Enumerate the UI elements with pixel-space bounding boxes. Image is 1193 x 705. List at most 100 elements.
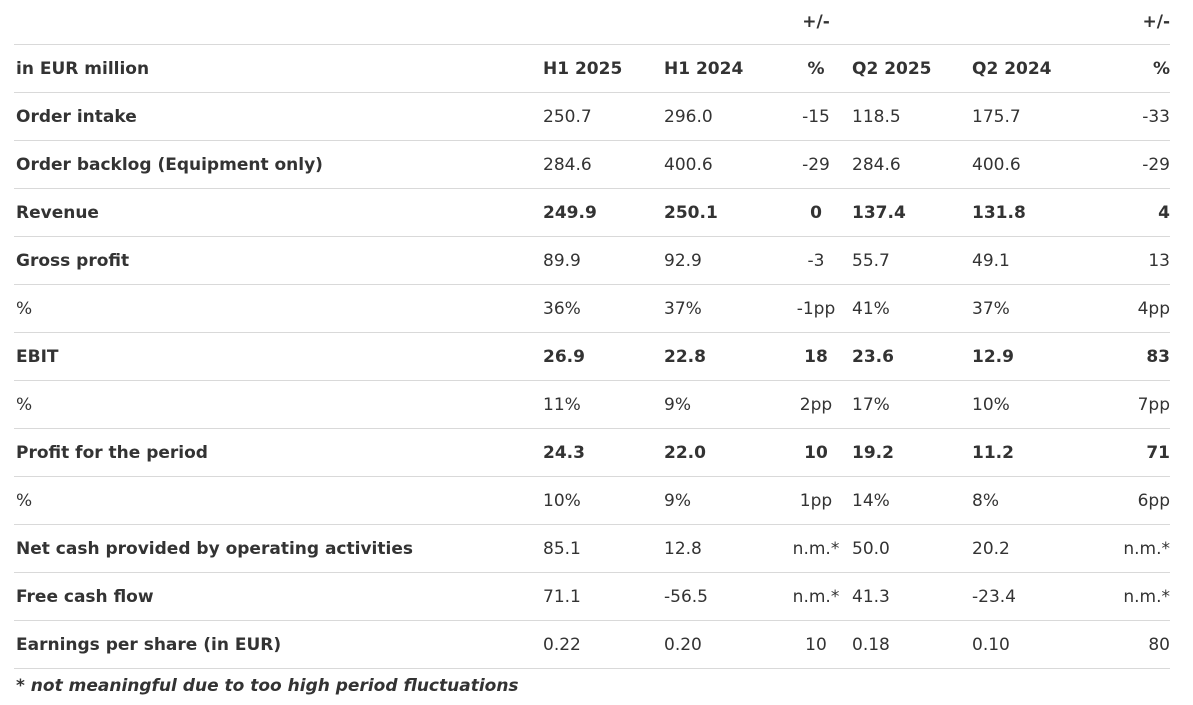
- table-row: Profit for the period 24.3 22.0 10 19.2 11.2 7…: [14, 428, 1170, 477]
- table-row: % 11% 9% 2pp 17% 10% 7pp: [14, 380, 1170, 429]
- row-value: 19.2: [850, 428, 970, 477]
- row-value: 400.6: [970, 140, 1090, 189]
- row-value: 9%: [662, 380, 782, 429]
- row-value: 10%: [970, 380, 1090, 429]
- row-value: 1pp: [782, 476, 850, 525]
- row-value: 83: [1090, 332, 1170, 381]
- header-h1-change-pct: %: [782, 44, 850, 93]
- row-label: Earnings per share (in EUR): [14, 620, 541, 669]
- row-value: 55.7: [850, 236, 970, 285]
- row-value: 71: [1090, 428, 1170, 477]
- header-q2-2024: Q2 2024: [970, 44, 1090, 93]
- row-value: 12.9: [970, 332, 1090, 381]
- top-change-q2: +/-: [1090, 0, 1170, 45]
- row-value: 18: [782, 332, 850, 381]
- top-cell-1: [541, 0, 662, 45]
- row-label: %: [14, 380, 541, 429]
- row-label: Profit for the period: [14, 428, 541, 477]
- row-value: -56.5: [662, 572, 782, 621]
- row-value: 6pp: [1090, 476, 1170, 525]
- row-value: 50.0: [850, 524, 970, 573]
- row-value: n.m.*: [782, 572, 850, 621]
- row-value: n.m.*: [1090, 572, 1170, 621]
- row-value: 24.3: [541, 428, 662, 477]
- row-value: 22.8: [662, 332, 782, 381]
- row-value: -29: [1090, 140, 1170, 189]
- row-label: EBIT: [14, 332, 541, 381]
- table-row: Gross profit 89.9 92.9 -3 55.7 49.1 13: [14, 236, 1170, 285]
- header-unit: in EUR million: [14, 44, 541, 93]
- row-value: 250.7: [541, 92, 662, 141]
- row-value: 175.7: [970, 92, 1090, 141]
- row-label: %: [14, 476, 541, 525]
- row-value: 13: [1090, 236, 1170, 285]
- row-value: 7pp: [1090, 380, 1170, 429]
- row-value: 284.6: [541, 140, 662, 189]
- table-row: % 36% 37% -1pp 41% 37% 4pp: [14, 284, 1170, 333]
- row-value: 137.4: [850, 188, 970, 237]
- row-value: 0.20: [662, 620, 782, 669]
- row-value: 37%: [662, 284, 782, 333]
- table-row: % 10% 9% 1pp 14% 8% 6pp: [14, 476, 1170, 525]
- row-value: 41.3: [850, 572, 970, 621]
- row-value: 118.5: [850, 92, 970, 141]
- row-value: 2pp: [782, 380, 850, 429]
- header-h1-2024: H1 2024: [662, 44, 782, 93]
- table-row: Order intake 250.7 296.0 -15 118.5 175.7 -33: [14, 92, 1170, 141]
- row-value: 9%: [662, 476, 782, 525]
- row-label: Revenue: [14, 188, 541, 237]
- row-value: 131.8: [970, 188, 1090, 237]
- top-cell-5: [970, 0, 1090, 45]
- row-value: 71.1: [541, 572, 662, 621]
- row-value: 249.9: [541, 188, 662, 237]
- financial-table: +/- +/- in EUR million H1 2025 H1 2024 %…: [14, 0, 1170, 669]
- table-body: +/- +/- in EUR million H1 2025 H1 2024 %…: [14, 0, 1170, 669]
- row-value: 23.6: [850, 332, 970, 381]
- row-value: 4: [1090, 188, 1170, 237]
- table-row: Revenue 249.9 250.1 0 137.4 131.8 4: [14, 188, 1170, 237]
- row-value: 20.2: [970, 524, 1090, 573]
- top-cell-0: [14, 0, 541, 45]
- row-value: 89.9: [541, 236, 662, 285]
- row-label: Gross profit: [14, 236, 541, 285]
- row-value: -15: [782, 92, 850, 141]
- row-value: -23.4: [970, 572, 1090, 621]
- header-q2-2025: Q2 2025: [850, 44, 970, 93]
- row-value: 37%: [970, 284, 1090, 333]
- row-value: 26.9: [541, 332, 662, 381]
- top-change-h1: +/-: [782, 0, 850, 45]
- row-value: 92.9: [662, 236, 782, 285]
- table-row: Earnings per share (in EUR) 0.22 0.20 10 0.1…: [14, 620, 1170, 669]
- row-value: 0: [782, 188, 850, 237]
- row-value: -3: [782, 236, 850, 285]
- row-value: 22.0: [662, 428, 782, 477]
- row-label: Order intake: [14, 92, 541, 141]
- row-value: 41%: [850, 284, 970, 333]
- row-label: Order backlog (Equipment only): [14, 140, 541, 189]
- row-value: 0.18: [850, 620, 970, 669]
- row-value: -1pp: [782, 284, 850, 333]
- row-value: 250.1: [662, 188, 782, 237]
- table-row: Order backlog (Equipment only) 284.6 400.6…: [14, 140, 1170, 189]
- row-value: 11%: [541, 380, 662, 429]
- row-value: -29: [782, 140, 850, 189]
- header-q2-change-pct: %: [1090, 44, 1170, 93]
- row-value: 12.8: [662, 524, 782, 573]
- row-label: %: [14, 284, 541, 333]
- table-header-row: in EUR million H1 2025 H1 2024 % Q2 2025…: [14, 44, 1170, 93]
- row-label: Free cash flow: [14, 572, 541, 621]
- row-value: n.m.*: [1090, 524, 1170, 573]
- row-value: 0.22: [541, 620, 662, 669]
- row-value: 4pp: [1090, 284, 1170, 333]
- row-value: 10: [782, 620, 850, 669]
- row-value: 14%: [850, 476, 970, 525]
- table-row: EBIT 26.9 22.8 18 23.6 12.9 83: [14, 332, 1170, 381]
- row-value: 296.0: [662, 92, 782, 141]
- table-row: Free cash flow 71.1 -56.5 n.m.* 41.3 -23.4 n.m…: [14, 572, 1170, 621]
- table-row: Net cash provided by operating activitie…: [14, 524, 1170, 573]
- row-value: n.m.*: [782, 524, 850, 573]
- row-value: 85.1: [541, 524, 662, 573]
- row-label: Net cash provided by operating activitie…: [14, 524, 541, 573]
- row-value: 49.1: [970, 236, 1090, 285]
